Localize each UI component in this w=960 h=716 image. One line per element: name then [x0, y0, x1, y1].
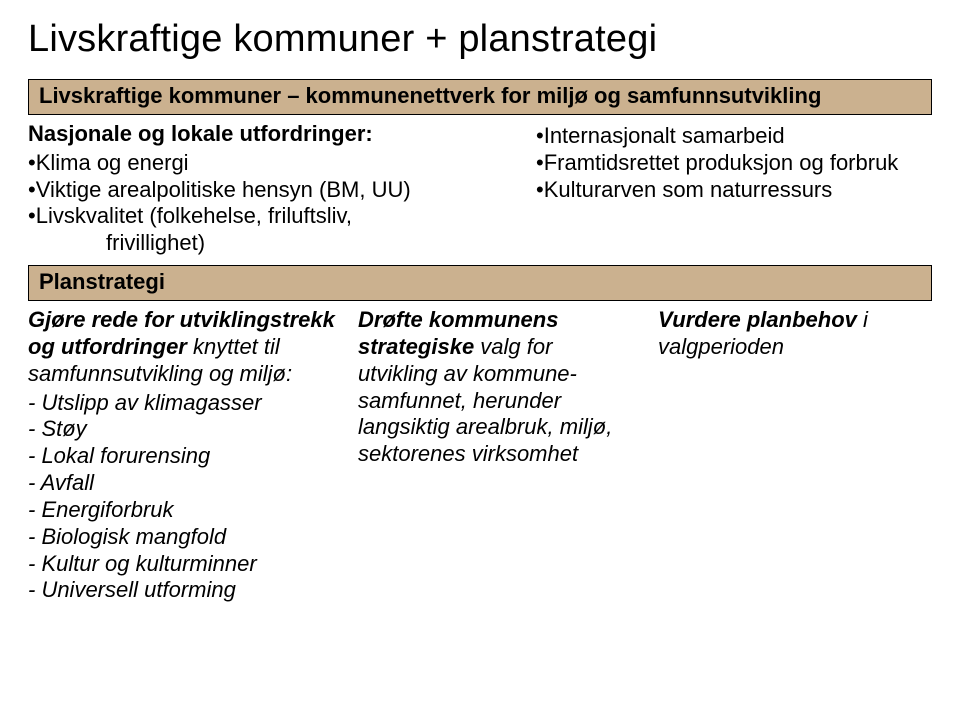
- list-item: - Lokal forurensing: [28, 443, 338, 470]
- emph: Vurdere planbehov: [658, 307, 857, 332]
- bottom-columns: Gjøre rede for utviklingstrekk og utford…: [28, 307, 932, 604]
- list-item: - Biologisk mangfold: [28, 524, 338, 551]
- text-line: Drøfte kommunens: [358, 307, 638, 334]
- bullet: •Internasjonalt samarbeid: [536, 123, 932, 150]
- bullet-cont: frivillighet): [28, 230, 498, 257]
- text-line: Gjøre rede for utviklingstrekk: [28, 307, 338, 334]
- top-columns: Nasjonale og lokale utfordringer: •Klima…: [28, 121, 932, 257]
- text-line: langsiktig arealbruk, miljø,: [358, 414, 638, 441]
- top-right-col: •Internasjonalt samarbeid •Framtidsrette…: [536, 121, 932, 257]
- band-planstrategi: Planstrategi: [28, 265, 932, 301]
- text-line: sektorenes virksomhet: [358, 441, 638, 468]
- text-line: strategiske valg for: [358, 334, 638, 361]
- text-line: valgperioden: [658, 334, 932, 361]
- bullet: •Kulturarven som naturressurs: [536, 177, 932, 204]
- list-item: - Utslipp av klimagasser: [28, 390, 338, 417]
- bullet: •Klima og energi: [28, 150, 498, 177]
- dash-list: - Utslipp av klimagasser - Støy - Lokal …: [28, 390, 338, 605]
- bottom-col-3: Vurdere planbehov i valgperioden: [658, 307, 932, 604]
- top-left-heading: Nasjonale og lokale utfordringer:: [28, 121, 498, 148]
- top-left-col: Nasjonale og lokale utfordringer: •Klima…: [28, 121, 498, 257]
- text: knyttet til: [187, 334, 280, 359]
- slide-title: Livskraftige kommuner + planstrategi: [28, 18, 932, 61]
- text-line: Vurdere planbehov i: [658, 307, 932, 334]
- emph: Gjøre rede for utviklingstrekk: [28, 307, 335, 332]
- text: valg for: [474, 334, 552, 359]
- bullet: •Livskvalitet (folkehelse, friluftsliv,: [28, 203, 498, 230]
- list-item: - Støy: [28, 416, 338, 443]
- list-item: - Kultur og kulturminner: [28, 551, 338, 578]
- band-livskraftige: Livskraftige kommuner – kommunenettverk …: [28, 79, 932, 115]
- bullet: •Viktige arealpolitiske hensyn (BM, UU): [28, 177, 498, 204]
- bullet: •Framtidsrettet produksjon og forbruk: [536, 150, 932, 177]
- text-line: og utfordringer knyttet til: [28, 334, 338, 361]
- list-item: - Universell utforming: [28, 577, 338, 604]
- emph: strategiske: [358, 334, 474, 359]
- top-right-bullets: •Internasjonalt samarbeid •Framtidsrette…: [536, 123, 932, 203]
- bottom-col-1: Gjøre rede for utviklingstrekk og utford…: [28, 307, 338, 604]
- text-line: samfunnet, herunder: [358, 388, 638, 415]
- emph: Drøfte kommunens: [358, 307, 558, 332]
- text-line: samfunnsutvikling og miljø:: [28, 361, 338, 388]
- text: i: [857, 307, 868, 332]
- bottom-col-2: Drøfte kommunens strategiske valg for ut…: [358, 307, 638, 604]
- top-left-bullets: •Klima og energi •Viktige arealpolitiske…: [28, 150, 498, 257]
- list-item: - Energiforbruk: [28, 497, 338, 524]
- text-line: utvikling av kommune-: [358, 361, 638, 388]
- list-item: - Avfall: [28, 470, 338, 497]
- emph: og utfordringer: [28, 334, 187, 359]
